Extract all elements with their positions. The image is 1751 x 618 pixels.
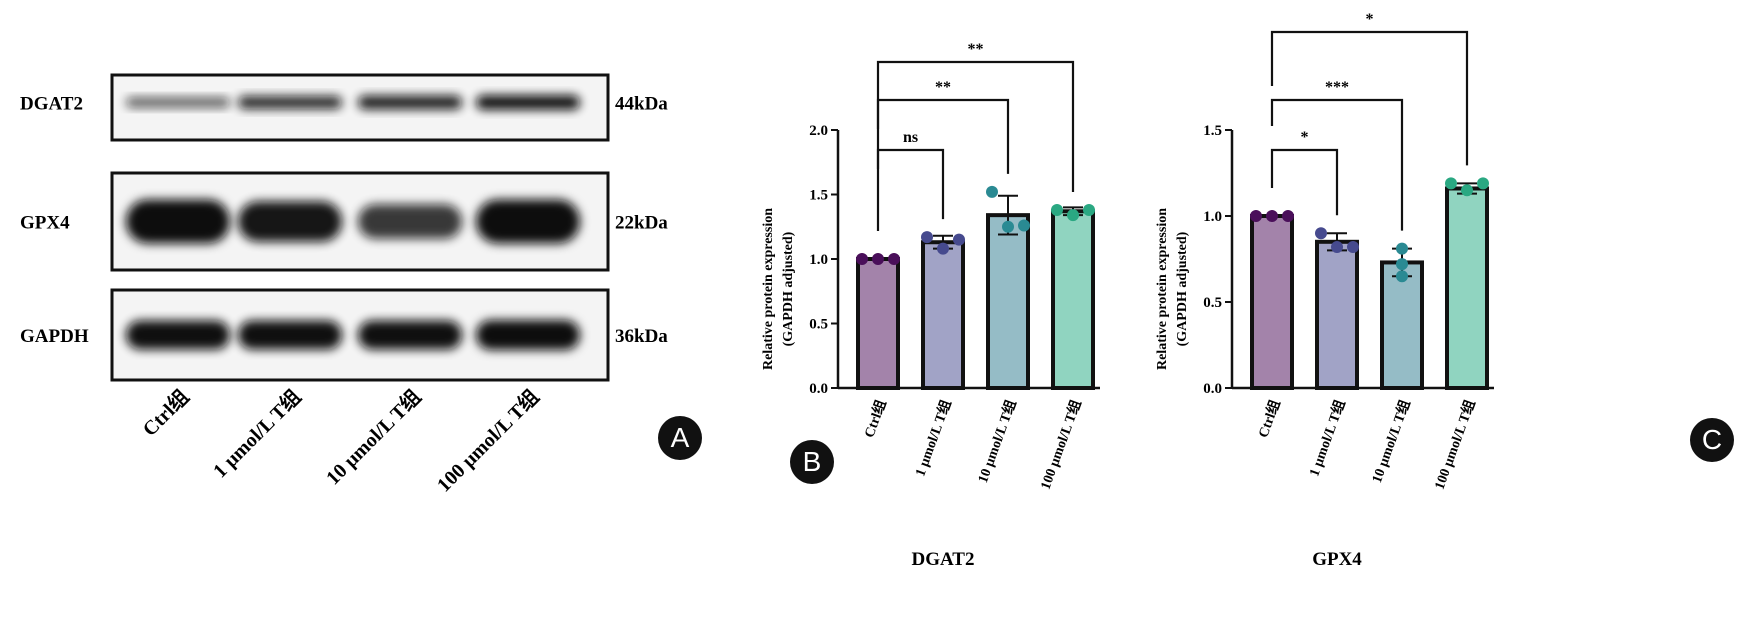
panel-label-b: B bbox=[790, 440, 834, 484]
y-tick-label: 0.5 bbox=[809, 317, 828, 333]
bar bbox=[1315, 239, 1359, 390]
band bbox=[476, 95, 580, 110]
significance-label: ** bbox=[968, 41, 984, 58]
x-tick-label: 10 μmol/L T组 bbox=[1368, 398, 1414, 486]
data-point bbox=[1266, 210, 1278, 222]
data-point bbox=[1477, 177, 1489, 190]
significance-label: ** bbox=[935, 79, 951, 96]
data-point bbox=[856, 253, 868, 265]
data-point bbox=[1315, 227, 1327, 240]
y-tick-label: 1.5 bbox=[809, 188, 828, 204]
significance-bracket bbox=[1270, 30, 1469, 166]
y-axis-label-line-1: Relative protein expression bbox=[761, 208, 776, 370]
significance-bracket bbox=[876, 148, 945, 231]
bar bbox=[921, 240, 965, 390]
y-tick-label: 1.0 bbox=[809, 252, 828, 268]
x-axis-title: DGAT2 bbox=[912, 549, 975, 570]
x-axis-title: GPX4 bbox=[1312, 549, 1362, 570]
panel-label-c: C bbox=[1690, 418, 1734, 462]
y-tick-label: 0.5 bbox=[1203, 295, 1222, 311]
significance-bracket bbox=[1270, 148, 1339, 216]
x-tick-label: Ctrl组 bbox=[860, 398, 889, 440]
dgat2-bar-chart: 0.0 0.5 1.0 1.5 2.0 Relative protein expressi… bbox=[761, 41, 1100, 570]
band bbox=[238, 320, 342, 350]
bar bbox=[856, 257, 900, 390]
western-blot: DGAT2 44kDa GPX4 22kDa GAPDH 36kDa Ctrl组 1 μmol… bbox=[20, 73, 668, 497]
bar bbox=[1250, 214, 1294, 390]
significance-label: * bbox=[1366, 11, 1374, 28]
lane-label: 100 μmol/L T组 bbox=[432, 385, 544, 497]
bar bbox=[986, 213, 1030, 390]
data-point bbox=[1396, 258, 1408, 271]
x-tick-label: Ctrl组 bbox=[1254, 398, 1283, 440]
protein-label: DGAT2 bbox=[20, 94, 83, 115]
data-point bbox=[1051, 203, 1063, 216]
y-axis-label-line-2: (GAPDH adjusted) bbox=[781, 231, 796, 346]
molecular-weight-label: 36kDa bbox=[615, 326, 668, 347]
bar bbox=[1051, 209, 1095, 390]
data-point bbox=[1282, 210, 1294, 222]
molecular-weight-label: 22kDa bbox=[615, 213, 668, 234]
y-tick-label: 2.0 bbox=[809, 123, 828, 139]
data-point bbox=[1018, 219, 1030, 232]
band bbox=[476, 199, 580, 244]
data-point bbox=[1067, 209, 1079, 222]
data-point bbox=[1347, 240, 1359, 253]
data-point bbox=[888, 253, 900, 265]
x-tick-label: 1 μmol/L T组 bbox=[911, 398, 954, 479]
data-point bbox=[1461, 184, 1473, 197]
data-point bbox=[1445, 177, 1457, 190]
band bbox=[358, 320, 462, 350]
data-point bbox=[937, 242, 949, 255]
x-tick-label: 100 μmol/L T组 bbox=[1431, 398, 1479, 492]
significance-bracket bbox=[876, 60, 1075, 192]
x-tick-label: 10 μmol/L T组 bbox=[974, 398, 1020, 486]
lane-label: 1 μmol/L T组 bbox=[208, 385, 306, 483]
data-point bbox=[921, 231, 933, 244]
y-axis-label-line-2: (GAPDH adjusted) bbox=[1175, 231, 1190, 346]
data-point bbox=[1250, 210, 1262, 222]
data-point bbox=[1083, 203, 1095, 216]
band bbox=[126, 320, 230, 350]
y-tick-label: 1.0 bbox=[1203, 209, 1222, 225]
gpx4-bar-chart: 0.0 0.5 1.0 1.5 Relative protein expression (… bbox=[1155, 11, 1494, 570]
band bbox=[358, 95, 462, 110]
data-point bbox=[1396, 270, 1408, 283]
protein-label: GPX4 bbox=[20, 213, 70, 234]
significance-label: ns bbox=[903, 129, 918, 146]
data-point bbox=[1002, 220, 1014, 233]
significance-bracket bbox=[876, 98, 1010, 174]
x-tick-label: 1 μmol/L T组 bbox=[1305, 398, 1348, 479]
significance-label: * bbox=[1301, 129, 1309, 146]
y-tick-label: 0.0 bbox=[809, 381, 828, 397]
data-point bbox=[953, 233, 965, 246]
data-point bbox=[986, 185, 998, 198]
y-tick-label: 0.0 bbox=[1203, 381, 1222, 397]
y-axis-label-line-1: Relative protein expression bbox=[1155, 208, 1170, 370]
bar bbox=[1445, 186, 1489, 390]
band bbox=[126, 97, 230, 108]
band bbox=[238, 201, 342, 242]
data-point bbox=[872, 253, 884, 265]
band bbox=[238, 96, 342, 109]
x-tick-label: 100 μmol/L T组 bbox=[1037, 398, 1085, 492]
y-tick-label: 1.5 bbox=[1203, 123, 1222, 139]
significance-bracket bbox=[1270, 98, 1404, 231]
band bbox=[126, 199, 230, 244]
protein-label: GAPDH bbox=[20, 326, 89, 347]
band bbox=[358, 204, 462, 239]
lane-label: 10 μmol/L T组 bbox=[321, 385, 426, 490]
lane-label: Ctrl组 bbox=[137, 385, 193, 441]
significance-label: *** bbox=[1325, 79, 1349, 96]
band bbox=[476, 320, 580, 350]
data-point bbox=[1331, 240, 1343, 253]
molecular-weight-label: 44kDa bbox=[615, 94, 668, 115]
panel-label-a: A bbox=[658, 416, 702, 460]
data-point bbox=[1396, 242, 1408, 255]
